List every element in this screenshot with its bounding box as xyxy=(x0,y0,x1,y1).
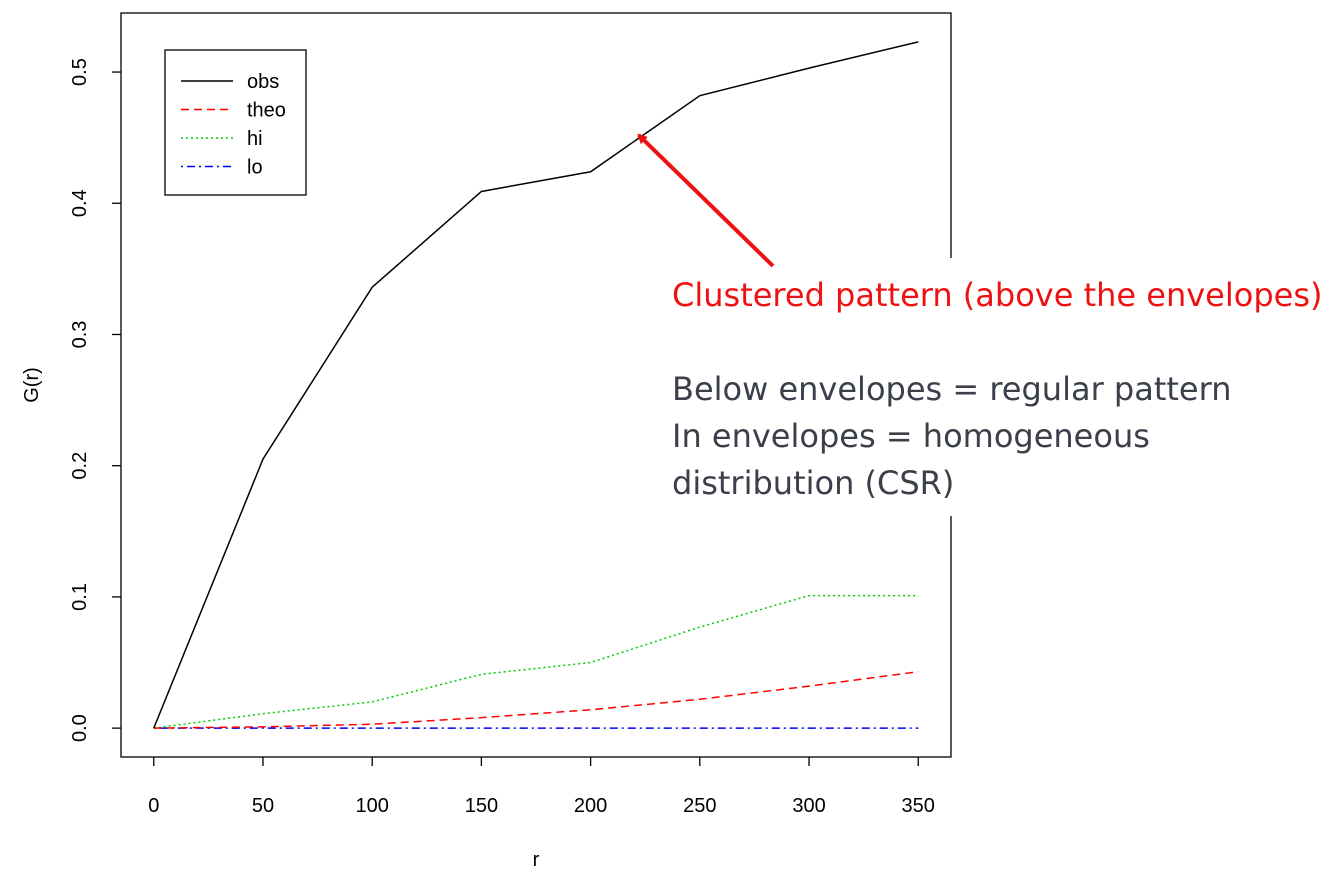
series-line-theo xyxy=(153,670,919,729)
legend-box xyxy=(164,49,307,196)
y-tick-label: 0.2 xyxy=(69,452,91,480)
y-axis-label: G(r) xyxy=(21,367,43,403)
series-layer xyxy=(153,41,919,729)
x-tick-label: 0 xyxy=(148,795,159,817)
y-tick-label: 0.3 xyxy=(69,321,91,349)
legend-label-theo: theo xyxy=(247,100,286,122)
legend-label-obs: obs xyxy=(247,71,279,93)
y-tick-label: 0.5 xyxy=(69,58,91,86)
annotation-note-2: In envelopes = homogeneous xyxy=(672,417,1150,455)
legend-label-lo: lo xyxy=(247,157,263,179)
series-line-hi xyxy=(153,594,919,729)
annotation-note-3: distribution (CSR) xyxy=(672,464,954,502)
y-axis: 0.0 0.1 0.2 0.3 0.4 0.5 xyxy=(69,58,121,742)
annotation-note-1: Below envelopes = regular pattern xyxy=(672,370,1231,408)
x-tick-label: 350 xyxy=(902,795,935,817)
x-tick-label: 150 xyxy=(465,795,498,817)
y-tick-label: 0.1 xyxy=(69,583,91,611)
y-tick-label: 0.0 xyxy=(69,714,91,742)
series-line-obs xyxy=(153,41,919,729)
y-tick-label: 0.4 xyxy=(69,189,91,217)
x-axis-label: r xyxy=(533,849,540,871)
x-tick-label: 50 xyxy=(252,795,274,817)
annotation-clustered: Clustered pattern (above the envelopes) xyxy=(672,276,1322,314)
x-tick-label: 100 xyxy=(355,795,388,817)
legend-label-hi: hi xyxy=(247,128,263,150)
annotation-arrow xyxy=(637,133,775,268)
x-axis: 0 50 100 150 200 250 300 350 xyxy=(148,757,935,817)
x-tick-label: 300 xyxy=(792,795,825,817)
x-tick-label: 200 xyxy=(574,795,607,817)
legend: obs theo hi lo xyxy=(164,49,307,196)
annotation-backdrop xyxy=(668,258,1333,516)
x-tick-label: 250 xyxy=(683,795,716,817)
